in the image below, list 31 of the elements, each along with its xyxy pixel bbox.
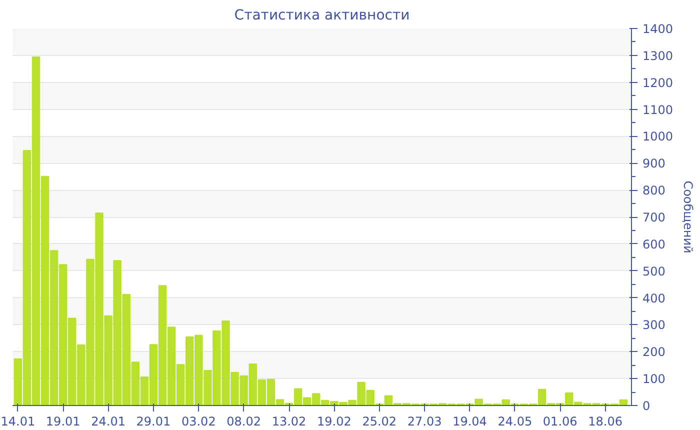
y-tick-label: 700	[642, 210, 666, 224]
x-tick-label: 18.06	[588, 414, 622, 428]
y-tick-label: 600	[642, 237, 666, 252]
y-tick-label: 400	[642, 291, 666, 306]
y-tick-label: 200	[642, 345, 666, 360]
y-tick-label: 1000	[642, 130, 674, 144]
y-tick-label: 500	[642, 264, 666, 278]
y-tick-label: 1300	[642, 48, 674, 63]
y-axis-title: Сообщений	[681, 180, 696, 254]
x-tick-label: 19.01	[46, 414, 80, 428]
x-tick-label: 24.01	[91, 414, 126, 428]
y-tick-label: 800	[642, 184, 666, 198]
y-tick-label: 1200	[642, 76, 674, 90]
y-tick-label: 300	[642, 318, 666, 332]
x-tick-label: 25.02	[362, 414, 397, 428]
x-tick-label: 19.04	[452, 414, 487, 428]
x-tick-label: 27.03	[407, 414, 442, 428]
x-tick-label: 24.05	[498, 414, 532, 428]
x-tick-label: 13.02	[272, 414, 306, 428]
y-tick-label: 0	[642, 399, 650, 413]
x-tick-label: 29.01	[136, 414, 171, 428]
y-tick-label: 100	[642, 372, 666, 386]
x-tick-label: 03.02	[181, 414, 216, 428]
y-tick-label: 1400	[642, 22, 674, 36]
chart-title: Статистика активности	[234, 8, 410, 24]
x-tick-label: 08.02	[226, 414, 262, 428]
x-tick-label: 14.01	[0, 414, 36, 428]
y-tick-label: 1100	[642, 102, 674, 117]
x-tick-label: 19.02	[317, 414, 352, 428]
x-tick-label: 01.06	[542, 414, 578, 428]
y-tick-label: 900	[642, 156, 666, 171]
